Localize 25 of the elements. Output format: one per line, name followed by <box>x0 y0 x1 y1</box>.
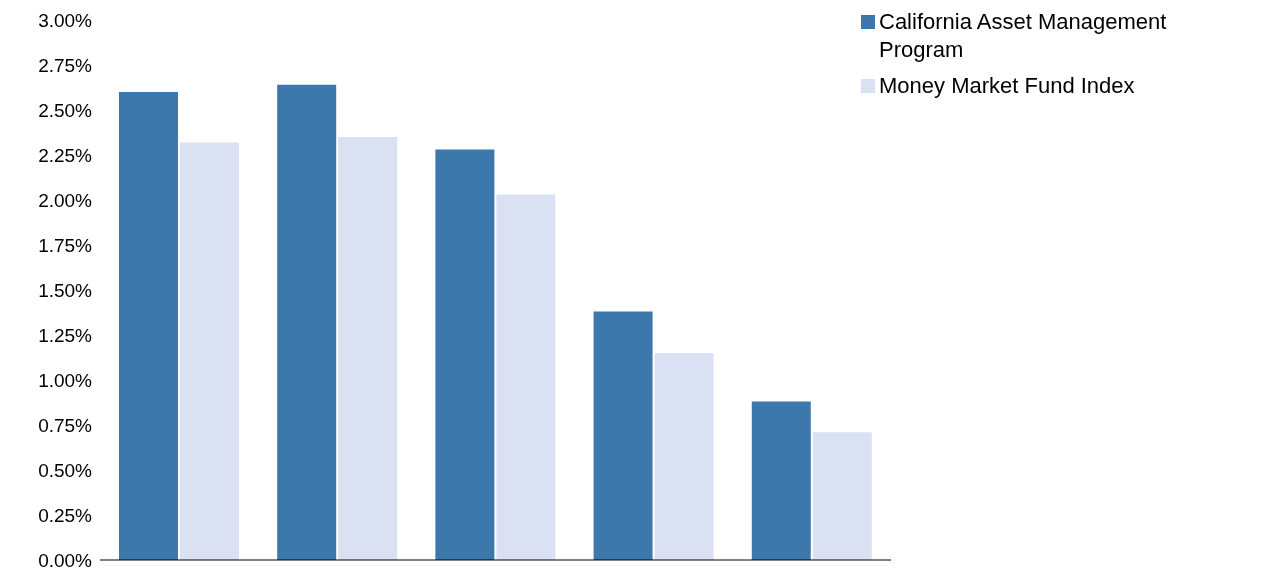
legend-label: California Asset Management Program <box>879 8 1168 64</box>
y-tick-label: 2.00% <box>38 189 93 211</box>
bar <box>593 311 653 560</box>
bar <box>277 84 337 560</box>
y-tick-label: 3.00% <box>38 9 93 31</box>
y-tick-label: 1.25% <box>38 324 93 346</box>
y-tick-label: 2.75% <box>38 54 93 76</box>
bar <box>118 92 178 560</box>
bar <box>338 137 398 560</box>
y-tick-label: 0.50% <box>38 459 93 481</box>
y-tick-label: 2.25% <box>38 144 93 166</box>
y-tick-label: 1.75% <box>38 234 93 256</box>
y-tick-label: 0.00% <box>38 549 93 571</box>
bar <box>179 142 239 560</box>
bar <box>751 401 811 560</box>
y-tick-label: 1.50% <box>38 279 93 301</box>
bar <box>435 149 495 560</box>
legend-label: Money Market Fund Index <box>879 72 1135 100</box>
y-tick-label: 0.75% <box>38 414 93 436</box>
y-tick-label: 1.00% <box>38 369 93 391</box>
bar <box>812 432 872 560</box>
y-tick-label: 0.25% <box>38 504 93 526</box>
bar <box>654 353 714 560</box>
bar <box>496 194 556 560</box>
y-tick-label: 2.50% <box>38 99 93 121</box>
